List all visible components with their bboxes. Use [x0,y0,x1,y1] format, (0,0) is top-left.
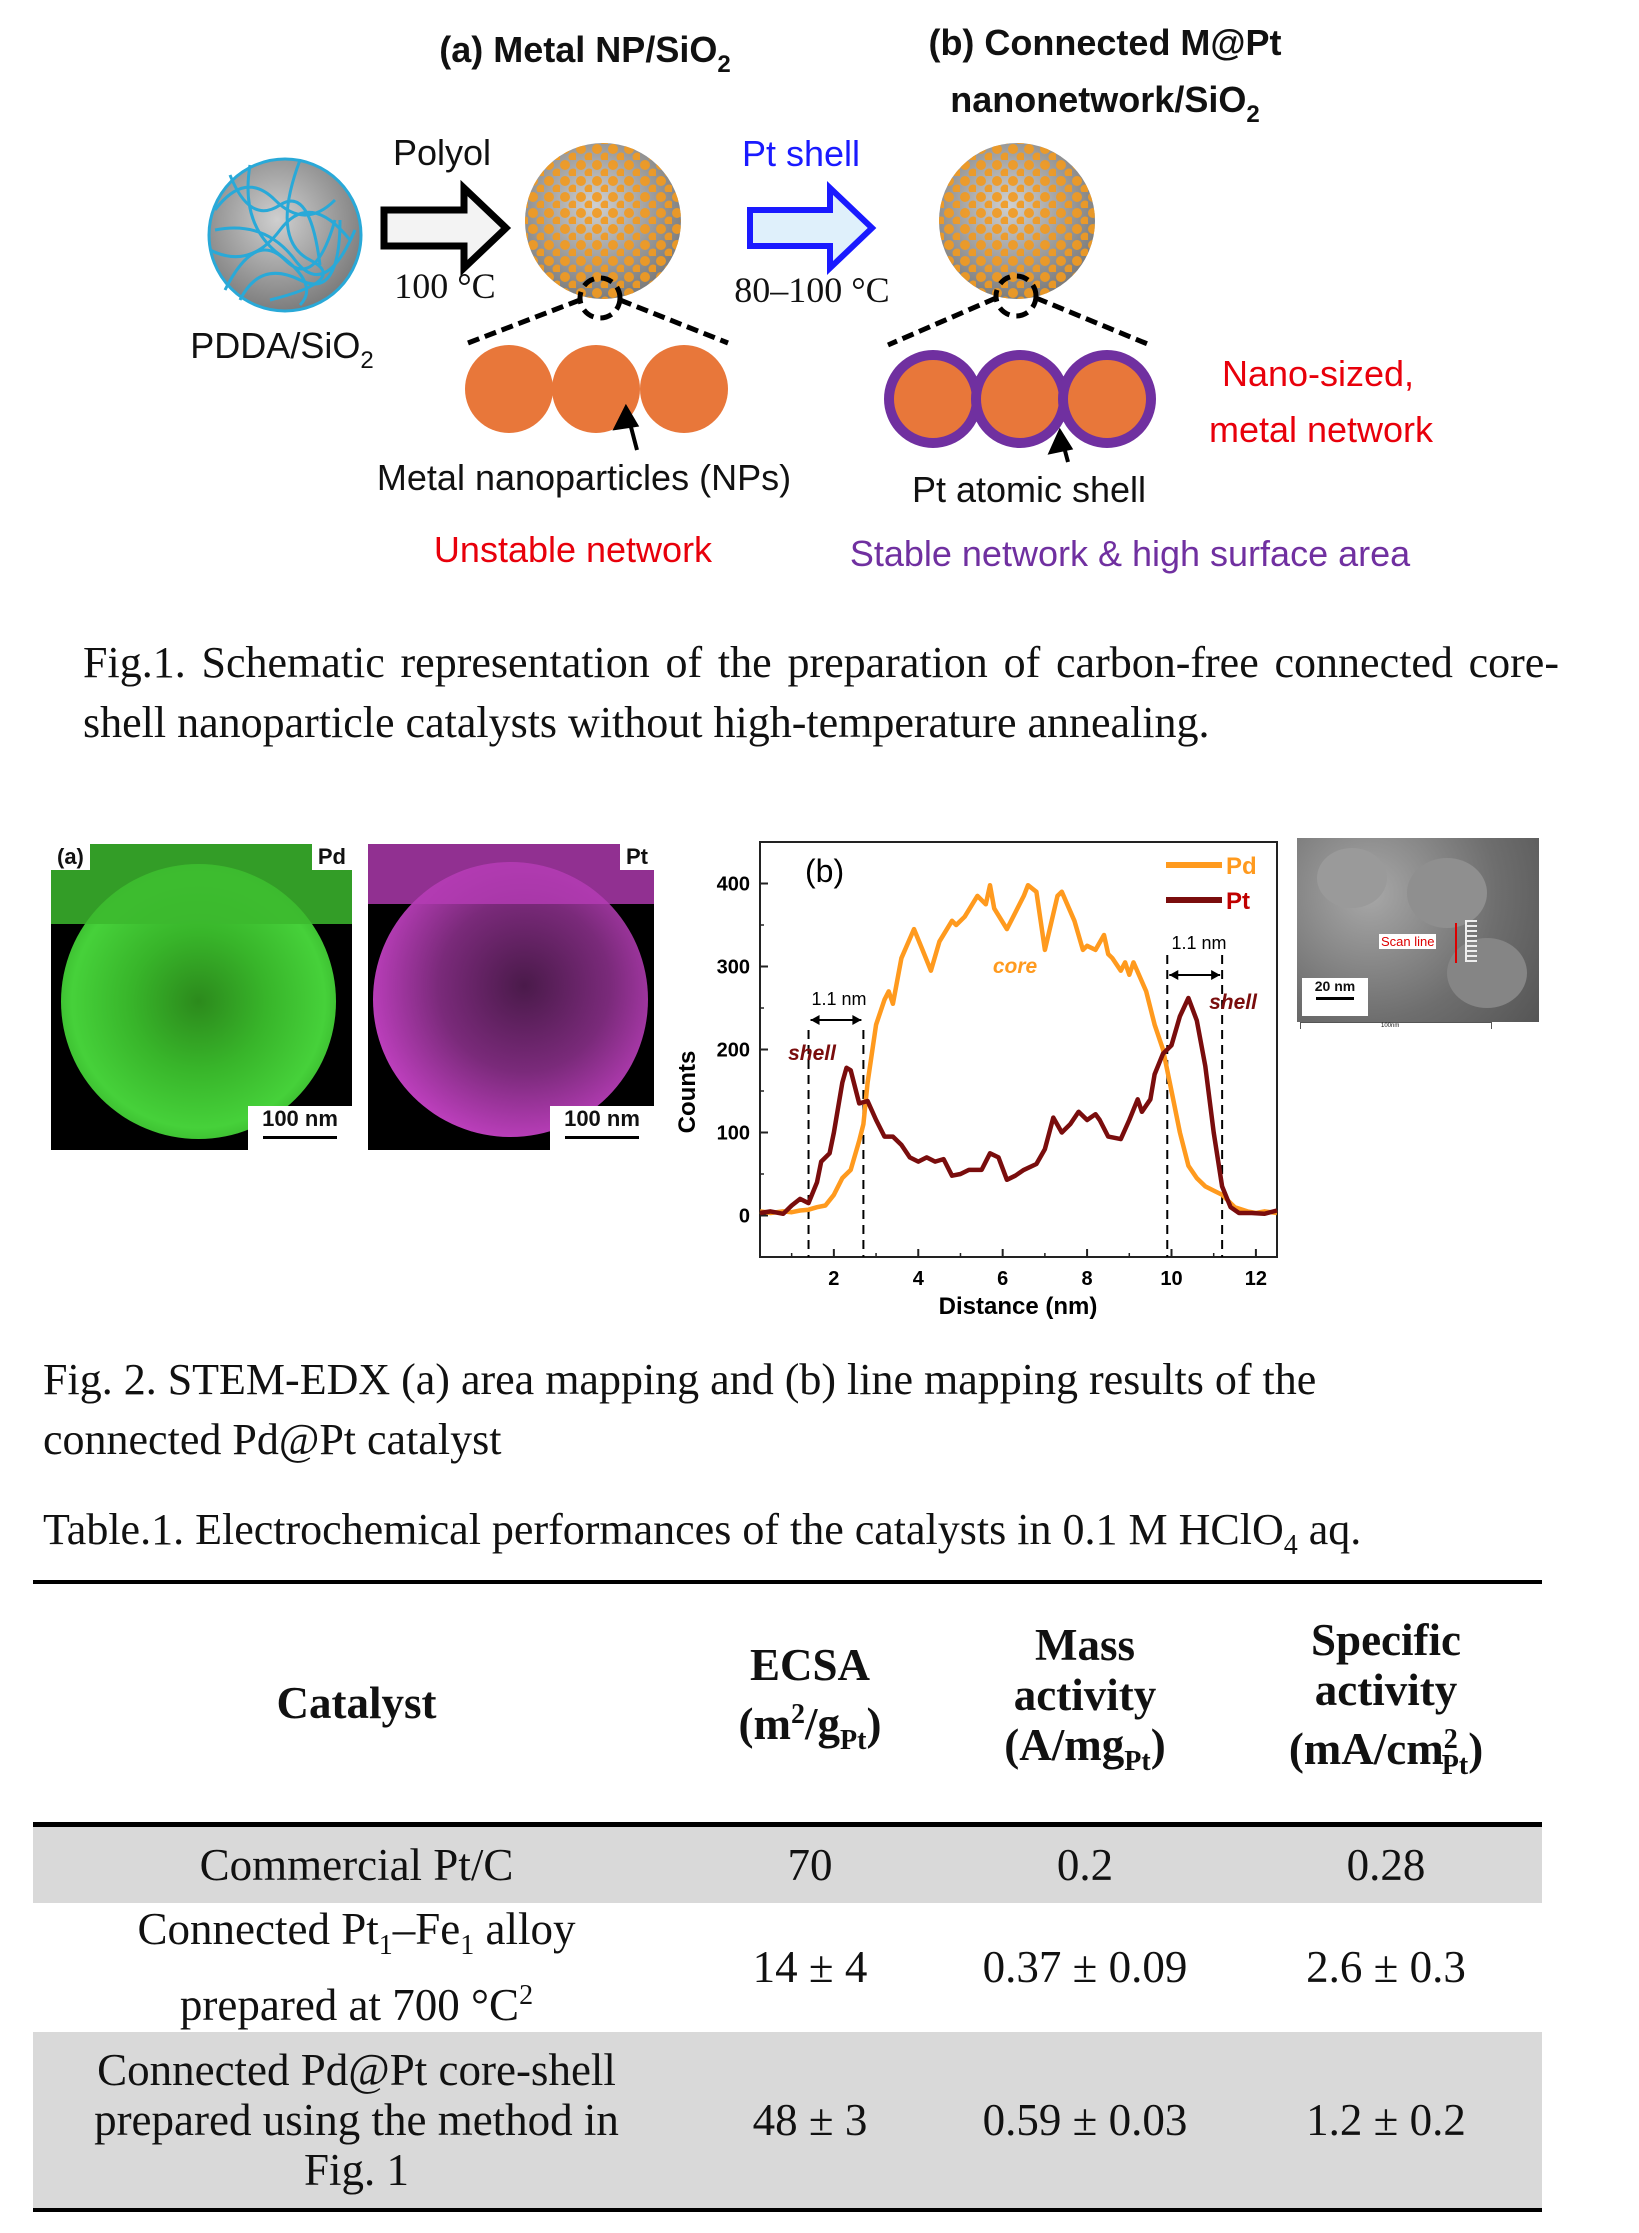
annotation-shell-right: shell [1209,991,1258,1014]
series-line-pt [759,995,1278,1217]
sem-scale-bar: 20 nm [1302,978,1368,1016]
annotation-shell-left: shell [788,1042,837,1065]
sem-bottom-scale: 100nm [1300,1022,1492,1029]
scan-line-label: Scan line [1379,934,1437,949]
map-a-label: (a) [51,844,90,870]
cell-catalyst: Connected Pt1–Fe1 alloy prepared at 700 °… [137,1904,576,2030]
panel-label-b: (b) [805,853,844,889]
header-mass-activity: Mass activity (A/mgPt) [940,1580,1230,1827]
annotation-core: core [993,955,1038,978]
pt-shell-arrow-icon [747,181,877,275]
cell-specific: 1.2 ± 0.2 [1230,2031,1542,2212]
legend-pt-label: Pt [1226,888,1250,915]
x-tick-label: 2 [828,1268,839,1290]
header-ecsa: ECSA (m2/gPt) [680,1580,940,1827]
table-caption: Table.1. Electrochemical performances of… [43,1505,1362,1561]
table-header-row: Catalyst ECSA (m2/gPt) Mass activity (A/mgP… [33,1580,1542,1827]
x-tick-label: 4 [913,1268,925,1290]
scale-bar-pd: 100 nm [248,1106,352,1150]
cell-catalyst: Commercial Pt/C [33,1824,680,1903]
scale-bar-pt: 100 nm [550,1106,654,1150]
nano-sized-label: Nano-sized, [1222,353,1414,394]
cell-ecsa: 14 ± 4 [752,1942,868,1992]
sem-image: Scan line 20 nm [1297,838,1539,1022]
y-tick-label: 400 [717,874,750,896]
annotation-1.1nm-left: 1.1 nm [811,989,866,1009]
y-tick-label: 300 [717,957,750,979]
header-catalyst: Catalyst [33,1580,680,1827]
metal-nanoparticles [465,345,728,451]
cell-ecsa: 48 ± 3 [680,2031,940,2212]
cell-catalyst: Connected Pd@Pt core-shell prepared using… [33,2031,680,2212]
polyol-arrow-icon [380,179,512,277]
annotation-1.1nm-right: 1.1 nm [1171,933,1226,953]
fig1-title-a: (a) Metal NP/SiO2 [439,29,730,78]
table-row: Commercial Pt/C 70 0.2 0.28 [33,1824,1542,1903]
table-row: Connected Pt1–Fe1 alloy prepared at 700 °… [33,1903,1542,2032]
cell-specific: 0.28 [1230,1824,1542,1903]
pt-edx-map: Pt 100 nm [368,844,654,1150]
temp-80-100-label: 80–100 °C [734,270,889,310]
fig1-caption: Fig.1. Schematic representation of the p… [83,638,1559,747]
cell-specific: 2.6 ± 0.3 [1306,1942,1466,1992]
pdda-sio2-sphere [207,157,363,313]
line-profile-chart: 2 4 6 8 10 12 0 100 200 300 400 (b) Counts Distanc… [674,841,1278,1320]
map-pd-label: Pd [311,844,352,870]
y-tick-label: 200 [717,1040,750,1062]
pt-atomic-shell-label: Pt atomic shell [912,469,1146,510]
scan-ruler [1465,920,1477,962]
pdda-label: PDDA/SiO2 [190,325,373,374]
stable-network-label: Stable network & high surface area [850,533,1411,574]
performance-table: Catalyst ECSA (m2/gPt) Mass activity (A/mgP… [33,1580,1542,2212]
metal-np-sphere [467,143,729,346]
scan-line-marker [1455,923,1457,963]
y-tick-label: 0 [739,1206,750,1228]
x-tick-label: 10 [1160,1268,1182,1290]
metal-network-label: metal network [1209,409,1434,450]
series-line-pd [759,882,1278,1216]
x-tick-label: 12 [1245,1268,1267,1290]
x-axis-label: Distance (nm) [939,1293,1098,1320]
x-tick-label: 6 [997,1268,1008,1290]
fig1-schematic: (a) Metal NP/SiO2 (b) Connected M@Pt nan… [190,22,1434,574]
header-specific-activity: Specific activity (mA/cm2Pt) [1230,1580,1542,1827]
y-axis-label: Counts [674,1051,701,1134]
x-tick-label: 8 [1082,1268,1093,1290]
legend-pd-label: Pd [1226,853,1257,880]
cell-mass: 0.2 [940,1824,1230,1903]
mpt-nanonetwork-sphere [887,143,1151,348]
table-row: Connected Pd@Pt core-shell prepared using… [33,2031,1542,2212]
pt-shelled-nanoparticles [884,350,1156,463]
fig2-caption: Fig. 2. STEM-EDX (a) area mapping and (b… [43,1355,1317,1464]
unstable-network-label: Unstable network [434,529,713,570]
temp-100-label: 100 °C [394,266,495,306]
cell-mass: 0.37 ± 0.09 [982,1942,1188,1992]
fig1-title-b-line2: nanonetwork/SiO2 [950,79,1259,128]
fig1-title-b-line1: (b) Connected M@Pt [928,22,1281,63]
cell-ecsa: 70 [680,1824,940,1903]
polyol-label: Polyol [393,132,491,173]
pt-shell-label: Pt shell [742,133,860,174]
y-tick-label: 100 [717,1123,750,1145]
metal-nps-label: Metal nanoparticles (NPs) [377,457,791,498]
map-pt-label: Pt [620,844,654,870]
pd-edx-map: (a) Pd 100 nm [51,844,352,1150]
cell-mass: 0.59 ± 0.03 [940,2031,1230,2212]
